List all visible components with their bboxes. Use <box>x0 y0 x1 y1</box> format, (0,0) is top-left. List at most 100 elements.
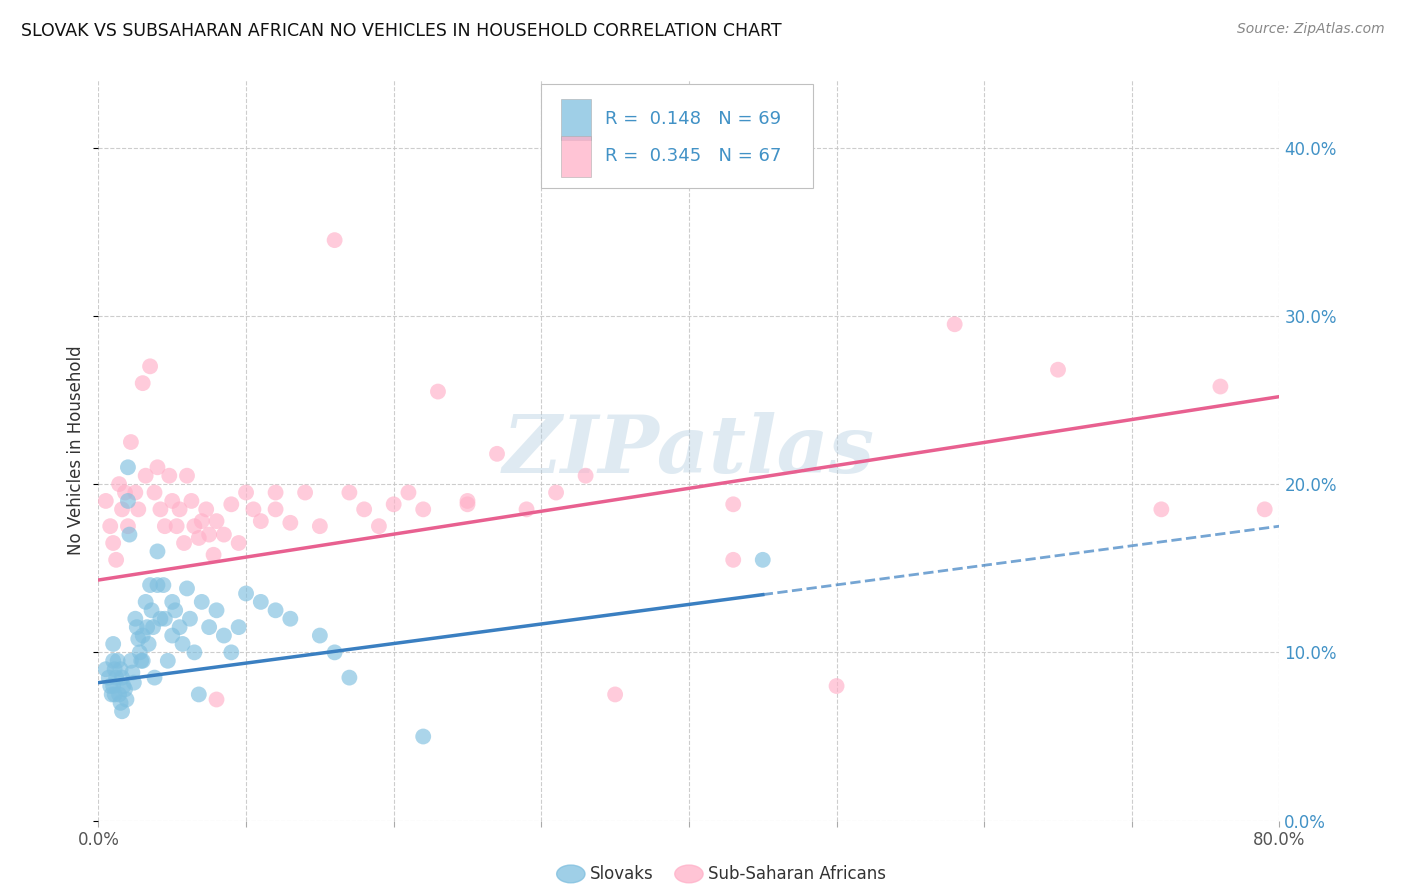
Text: Source: ZipAtlas.com: Source: ZipAtlas.com <box>1237 22 1385 37</box>
Point <box>153 612 176 626</box>
Point <box>152 578 174 592</box>
Point <box>339 485 361 500</box>
Point <box>112 679 135 693</box>
Point <box>141 603 163 617</box>
Point <box>97 671 120 685</box>
Point <box>516 502 538 516</box>
Point <box>162 494 183 508</box>
Point <box>129 654 152 668</box>
Point <box>294 485 316 500</box>
Point <box>191 595 214 609</box>
Point <box>132 376 155 391</box>
Point <box>94 494 117 508</box>
Point <box>353 502 375 516</box>
Point <box>368 519 391 533</box>
Point <box>752 553 775 567</box>
Circle shape <box>675 865 703 883</box>
Text: Sub-Saharan Africans: Sub-Saharan Africans <box>707 865 886 883</box>
Point <box>104 662 127 676</box>
Point <box>156 654 179 668</box>
Point <box>127 502 149 516</box>
Point <box>143 485 166 500</box>
Point <box>264 603 287 617</box>
Point <box>605 688 627 702</box>
Point <box>228 620 250 634</box>
Point <box>153 519 176 533</box>
Point <box>280 612 302 626</box>
Point <box>120 654 142 668</box>
Point <box>94 662 117 676</box>
Point <box>138 637 160 651</box>
Point <box>427 384 450 399</box>
Point <box>723 553 745 567</box>
Point <box>323 233 346 247</box>
Point <box>103 679 125 693</box>
Point <box>117 494 139 508</box>
Point <box>139 359 162 374</box>
Point <box>176 582 198 596</box>
Point <box>250 595 273 609</box>
Point <box>135 595 157 609</box>
Circle shape <box>557 865 585 883</box>
Point <box>202 548 225 562</box>
Point <box>103 536 125 550</box>
Y-axis label: No Vehicles in Household: No Vehicles in Household <box>67 345 86 556</box>
Point <box>169 502 191 516</box>
Point <box>135 468 157 483</box>
Point <box>486 447 509 461</box>
Point <box>132 654 155 668</box>
Point <box>108 688 131 702</box>
Point <box>104 688 127 702</box>
Point <box>117 519 139 533</box>
Point <box>323 645 346 659</box>
Point <box>183 519 205 533</box>
Point <box>98 519 121 533</box>
Point <box>125 620 148 634</box>
Point <box>176 468 198 483</box>
Text: R =  0.148   N = 69: R = 0.148 N = 69 <box>605 110 782 128</box>
Point <box>157 468 180 483</box>
Point <box>111 502 134 516</box>
Point <box>412 730 434 744</box>
Point <box>191 514 214 528</box>
Point <box>235 485 257 500</box>
Point <box>136 620 159 634</box>
Point <box>412 502 434 516</box>
Point <box>221 645 243 659</box>
Point <box>111 671 134 685</box>
Point <box>825 679 848 693</box>
Point <box>309 628 332 642</box>
Point <box>110 696 132 710</box>
Point <box>128 645 150 659</box>
Point <box>149 502 172 516</box>
Point <box>118 527 141 541</box>
Point <box>166 519 188 533</box>
Text: SLOVAK VS SUBSAHARAN AFRICAN NO VEHICLES IN HOUSEHOLD CORRELATION CHART: SLOVAK VS SUBSAHARAN AFRICAN NO VEHICLES… <box>21 22 782 40</box>
Point <box>195 502 218 516</box>
Point <box>264 485 287 500</box>
Point <box>146 460 169 475</box>
Point <box>122 675 145 690</box>
Point <box>121 665 143 680</box>
FancyBboxPatch shape <box>561 99 591 139</box>
Point <box>723 497 745 511</box>
Point <box>108 477 131 491</box>
Text: Slovaks: Slovaks <box>589 865 654 883</box>
Point <box>132 628 155 642</box>
Point <box>187 531 209 545</box>
Point <box>264 502 287 516</box>
Point <box>382 497 405 511</box>
Point <box>120 435 142 450</box>
Point <box>179 612 201 626</box>
Point <box>146 544 169 558</box>
Point <box>107 654 129 668</box>
Point <box>105 671 128 685</box>
Point <box>235 586 257 600</box>
Point <box>98 679 121 693</box>
Point <box>127 632 149 646</box>
Point <box>110 662 132 676</box>
Point <box>250 514 273 528</box>
Point <box>1254 502 1277 516</box>
Point <box>309 519 332 533</box>
Point <box>187 688 209 702</box>
